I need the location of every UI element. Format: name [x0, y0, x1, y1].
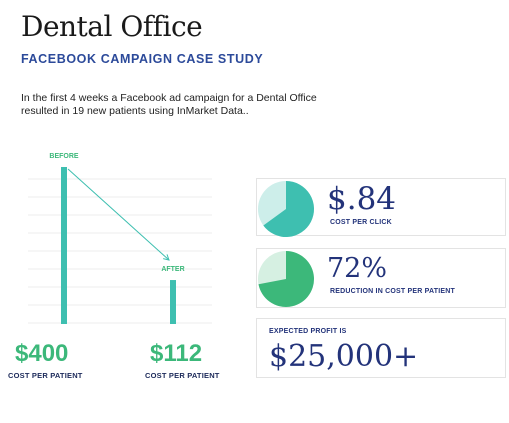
cost-per-click-label: COST PER CLICK	[330, 219, 392, 226]
reduction-label: REDUCTION IN COST PER PATIENT	[330, 288, 455, 295]
page-subtitle: FACEBOOK CAMPAIGN CASE STUDY	[21, 52, 264, 66]
bar-before	[61, 167, 67, 324]
trend-arrow-line	[67, 168, 170, 261]
cost-per-click-pie-slice	[263, 181, 314, 237]
cost-per-click-pie-icon	[258, 181, 314, 237]
expected-profit-label: EXPECTED PROFIT IS	[269, 328, 347, 335]
before-sublabel: COST PER PATIENT	[8, 371, 83, 380]
cost-per-click-card: $.84 COST PER CLICK	[256, 178, 506, 237]
category-label-before: BEFORE	[49, 153, 79, 160]
reduction-pie-icon	[258, 251, 314, 307]
after-sublabel: COST PER PATIENT	[145, 371, 220, 380]
after-value-label: $112	[150, 340, 203, 367]
trend-arrow-head	[163, 254, 170, 261]
category-label-after: AFTER	[161, 266, 184, 273]
page-title: Dental Office	[21, 10, 203, 43]
intro-text: In the first 4 weeks a Facebook ad campa…	[21, 92, 317, 117]
reduction-card: 72% REDUCTION IN COST PER PATIENT	[256, 248, 506, 308]
before-value-label: $400	[15, 340, 69, 367]
reduction-pie-slice	[258, 251, 314, 307]
reduction-value: 72%	[327, 253, 388, 284]
expected-profit-value: $25,000+	[269, 339, 419, 374]
bar-after	[170, 280, 176, 324]
bar-chart: BEFORE AFTER	[28, 153, 212, 324]
expected-profit-card: EXPECTED PROFIT IS $25,000+	[256, 318, 506, 378]
cost-per-click-value: $.84	[327, 181, 397, 217]
